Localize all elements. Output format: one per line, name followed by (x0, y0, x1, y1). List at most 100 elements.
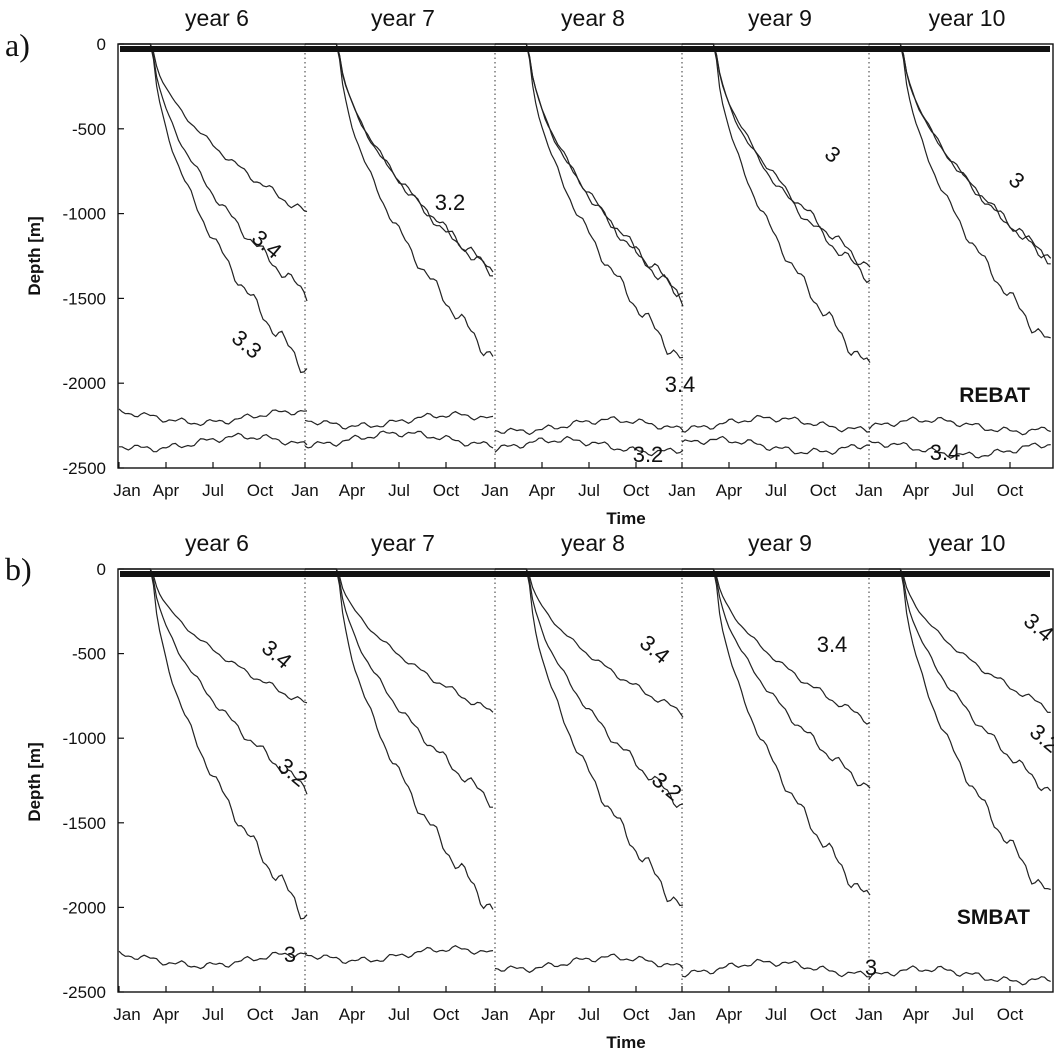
plot-frame (117, 43, 1054, 469)
x-tick-label: Jul (578, 481, 600, 500)
y-axis-title: Depth [m] (25, 216, 44, 295)
contour-label: 3 (284, 942, 296, 967)
x-axis-title: Time (606, 509, 645, 528)
y-tick-label: -2500 (63, 983, 106, 1002)
year-label: year 10 (929, 530, 1006, 556)
x-tick-label: Oct (433, 481, 460, 500)
contour-line-3-0 (119, 430, 1051, 459)
model-name: SMBAT (957, 906, 1030, 929)
x-tick-label: Apr (716, 1005, 743, 1024)
plot-frame (117, 568, 1054, 993)
x-tick-label: Apr (529, 1005, 556, 1024)
x-tick-label: Apr (716, 481, 743, 500)
x-tick-label: Jul (388, 1005, 410, 1024)
contour-label: 3 (865, 955, 877, 980)
year-label: year 8 (561, 5, 625, 31)
y-tick-label: -1500 (63, 814, 106, 833)
contour-label: 3.4 (257, 635, 297, 674)
model-name: REBAT (959, 384, 1030, 407)
x-tick-label: Jan (113, 1005, 140, 1024)
contour-label: 3 (820, 141, 845, 168)
contour-label: 3.4 (665, 372, 696, 397)
x-tick-label: Jul (952, 1005, 974, 1024)
x-tick-label: Jan (855, 481, 882, 500)
contour-line-3-4 (119, 568, 1051, 725)
x-tick-label: Jul (765, 481, 787, 500)
x-tick-label: Apr (339, 481, 366, 500)
x-axis-title: Time (606, 1033, 645, 1052)
x-tick-label: Apr (903, 1005, 930, 1024)
contour-label: 3.2 (273, 753, 313, 792)
x-tick-label: Oct (810, 481, 837, 500)
contour-label: 3.2 (1025, 719, 1054, 758)
contour-label: 3 (1004, 167, 1029, 194)
contour-label: 3.4 (1019, 608, 1054, 647)
contour-line-3-2 (119, 568, 1051, 920)
contour-label: 3.2 (633, 442, 664, 467)
x-tick-label: Oct (433, 1005, 460, 1024)
contour-label: 3.2 (647, 767, 687, 806)
y-tick-label: 0 (97, 560, 106, 579)
x-tick-label: Apr (529, 481, 556, 500)
year-label: year 7 (371, 5, 435, 31)
contour-line-3-3 (119, 43, 1052, 302)
x-tick-label: Apr (339, 1005, 366, 1024)
contour-label: 3.4 (635, 630, 675, 669)
panel-label: a) (5, 27, 30, 63)
year-label: year 8 (561, 530, 625, 556)
x-tick-label: Oct (810, 1005, 837, 1024)
y-tick-label: -2500 (63, 459, 106, 478)
x-tick-label: Jan (291, 481, 318, 500)
x-tick-label: Oct (247, 1005, 274, 1024)
y-tick-label: -2000 (63, 898, 106, 917)
panel-a (117, 43, 1054, 469)
year-label: year 10 (929, 5, 1006, 31)
contour-label: 3.4 (247, 225, 287, 264)
x-tick-label: Jan (113, 481, 140, 500)
x-tick-label: Jul (202, 1005, 224, 1024)
y-tick-label: -2000 (63, 374, 106, 393)
y-tick-label: 0 (97, 35, 106, 54)
surface-layer-band (120, 46, 1050, 52)
y-tick-label: -1500 (63, 289, 106, 308)
x-tick-label: Jan (668, 1005, 695, 1024)
x-tick-label: Oct (623, 1005, 650, 1024)
x-tick-label: Jul (388, 481, 410, 500)
year-label: year 9 (748, 530, 812, 556)
panel-label: b) (5, 551, 32, 587)
x-tick-label: Oct (247, 481, 274, 500)
x-tick-label: Apr (153, 1005, 180, 1024)
y-tick-label: -500 (72, 120, 106, 139)
x-tick-label: Jul (578, 1005, 600, 1024)
contour-label: 3.4 (817, 632, 848, 657)
panel-b (117, 568, 1054, 993)
contour-line-3-1 (118, 408, 1051, 436)
x-tick-label: Jan (481, 1005, 508, 1024)
x-tick-label: Jan (481, 481, 508, 500)
contour-line-3-2 (119, 43, 1051, 374)
contour-line-3-4 (119, 43, 1051, 307)
y-tick-label: -1000 (63, 729, 106, 748)
y-axis-title: Depth [m] (25, 742, 44, 821)
contour-label: 3.3 (227, 325, 267, 364)
year-label: year 6 (185, 530, 249, 556)
x-tick-label: Jan (668, 481, 695, 500)
contour-line-3-0 (118, 945, 1051, 986)
x-tick-label: Jan (855, 1005, 882, 1024)
x-tick-label: Jul (202, 481, 224, 500)
year-label: year 9 (748, 5, 812, 31)
x-tick-label: Oct (997, 481, 1024, 500)
contour-line-3-3 (119, 568, 1052, 809)
y-tick-label: -500 (72, 645, 106, 664)
year-label: year 7 (371, 530, 435, 556)
surface-layer-band (120, 571, 1050, 577)
x-tick-label: Jul (952, 481, 974, 500)
x-tick-label: Jul (765, 1005, 787, 1024)
x-tick-label: Jan (291, 1005, 318, 1024)
contour-label: 3.4 (930, 440, 961, 465)
contour-label: 3.2 (435, 190, 466, 215)
x-tick-label: Oct (623, 481, 650, 500)
x-tick-label: Apr (153, 481, 180, 500)
year-label: year 6 (185, 5, 249, 31)
